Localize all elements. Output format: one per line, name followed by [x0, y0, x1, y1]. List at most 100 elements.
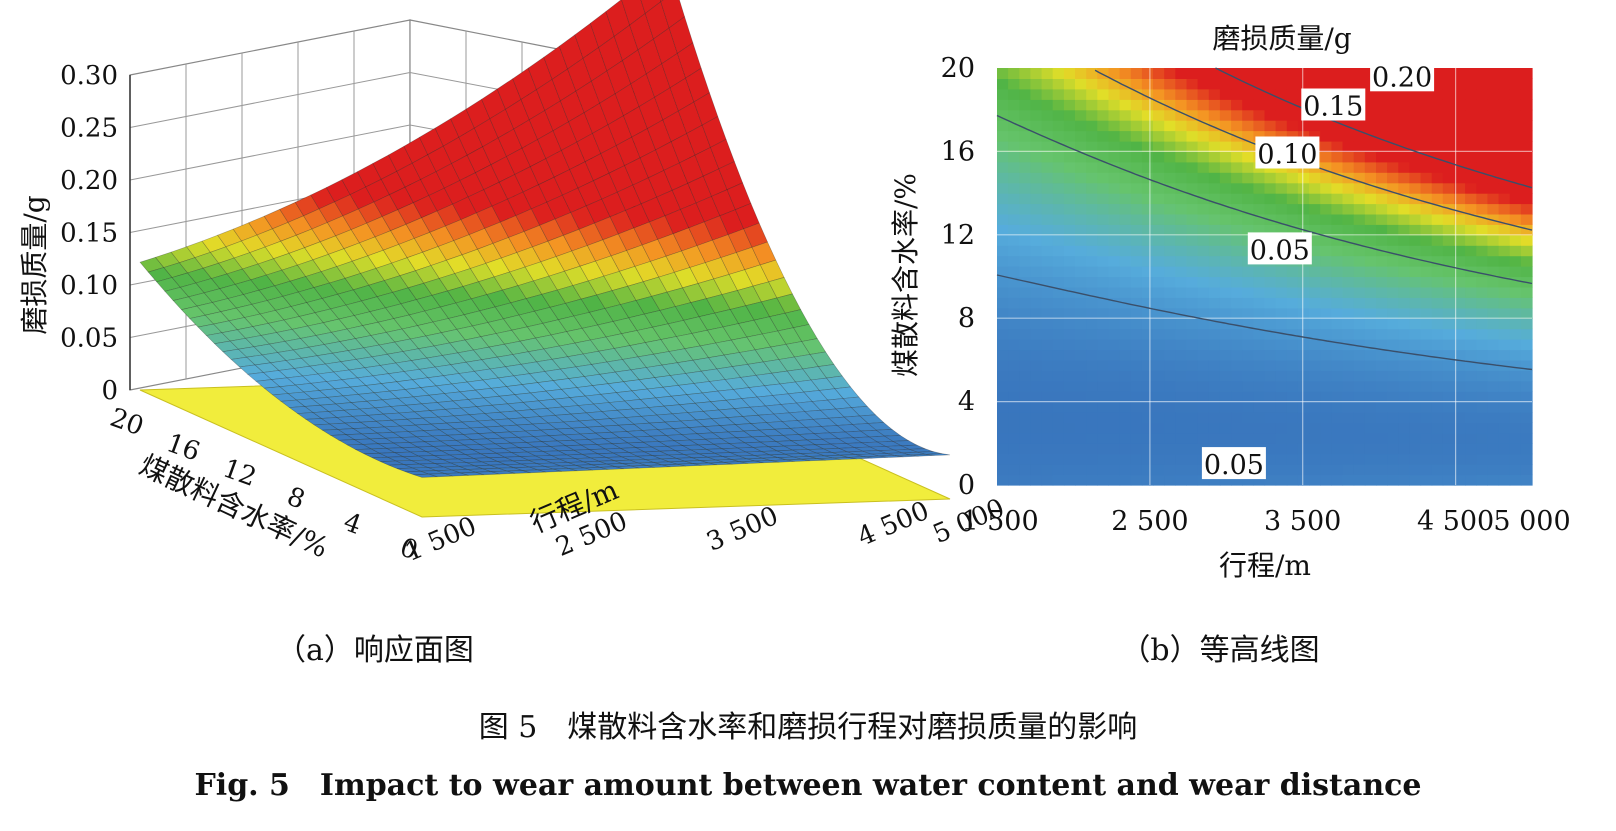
heatmap-cell	[1086, 276, 1098, 288]
heatmap-cell	[1019, 339, 1031, 351]
heatmap-cell	[1008, 474, 1020, 486]
heatmap-cell	[1063, 474, 1076, 486]
heatmap-cell	[1164, 130, 1176, 142]
heatmap-cell	[1297, 370, 1310, 382]
heatmap-cell	[1186, 224, 1199, 236]
heatmap-cell	[1097, 120, 1109, 132]
heatmap-cell	[1175, 391, 1187, 403]
heatmap-cell	[1153, 349, 1165, 361]
heatmap-cell	[1242, 203, 1254, 215]
heatmap-cell	[1342, 193, 1355, 205]
heatmap-grid	[997, 68, 1532, 485]
heatmap-cell	[1097, 370, 1109, 382]
heatmap-cell	[1342, 266, 1355, 278]
heatmap-cell	[1153, 339, 1165, 351]
contour-label-box	[1201, 447, 1266, 480]
heatmap-cell	[1442, 255, 1455, 267]
heatmap-cell	[1253, 172, 1266, 184]
heatmap-cell	[1454, 328, 1466, 340]
heatmap-cell	[1465, 234, 1477, 246]
heatmap-cell	[1052, 109, 1065, 121]
heatmap-cell	[1097, 182, 1109, 194]
heatmap-cell	[1509, 88, 1522, 100]
heatmap-cell	[1264, 412, 1277, 423]
heatmap-cell	[1364, 224, 1377, 236]
heatmap-cell	[1253, 109, 1266, 121]
heatmap-cell	[1086, 141, 1098, 152]
heatmap-cell	[1331, 172, 1344, 184]
heatmap-cell	[1075, 68, 1087, 79]
heatmap-cell	[1309, 245, 1321, 257]
heatmap-cell	[1309, 297, 1321, 309]
heatmap-cell	[1353, 370, 1366, 382]
heatmap-cell	[1476, 401, 1488, 413]
heatmap-cell	[1242, 120, 1254, 132]
heatmap-cell	[1019, 130, 1031, 142]
heatmap-cell	[1420, 182, 1433, 194]
heatmap-cell	[1498, 412, 1511, 423]
heatmap-cell	[1075, 286, 1087, 298]
heatmap-cell	[1297, 266, 1310, 278]
heatmap-cell	[1130, 432, 1143, 444]
heatmap-cell	[1019, 213, 1031, 225]
heatmap-cell	[1398, 99, 1410, 111]
heatmap-cell	[1431, 401, 1444, 413]
heatmap-cell	[1364, 161, 1377, 173]
heatmap-cell	[1231, 245, 1243, 257]
heatmap-cell	[1398, 151, 1410, 163]
heatmap-cell	[1119, 412, 1132, 423]
heatmap-cell	[1008, 453, 1020, 465]
heatmap-cell	[1108, 224, 1121, 236]
heatmap-cell	[1309, 307, 1321, 319]
heatmap-cell	[1164, 255, 1176, 267]
heatmap-cell	[1498, 380, 1511, 392]
heatmap-cell	[1253, 349, 1266, 361]
heatmap-cell	[1353, 182, 1366, 194]
heatmap-cell	[1231, 203, 1243, 215]
heatmap-cell	[1442, 151, 1455, 163]
heatmap-cell	[1153, 307, 1165, 319]
heatmap-cell	[1130, 130, 1143, 142]
heatmap-cell	[1286, 266, 1299, 278]
heatmap-cell	[1086, 193, 1098, 205]
heatmap-cell	[1208, 182, 1221, 194]
heatmap-cell	[1520, 370, 1533, 382]
heatmap-cell	[1520, 161, 1533, 173]
heatmap-cell	[1164, 307, 1176, 319]
heatmap-cell	[1075, 297, 1087, 309]
heatmap-cell	[1208, 380, 1221, 392]
heatmap-cell	[1454, 359, 1466, 371]
heatmap-cell	[997, 182, 1009, 194]
heatmap-cell	[1086, 130, 1098, 142]
heatmap-cell	[1141, 276, 1154, 288]
heatmap-cell	[1130, 412, 1143, 423]
heatmap-cell	[1309, 422, 1321, 434]
heatmap-cell	[1286, 224, 1299, 236]
heatmap-cell	[997, 234, 1009, 246]
heatmap-cell	[1498, 234, 1511, 246]
heatmap-cell	[1442, 432, 1455, 444]
heatmap-cell	[1364, 255, 1377, 267]
heatmap-cell	[1242, 68, 1254, 79]
heatmap-cell	[1030, 464, 1043, 476]
heatmap-cell	[1364, 412, 1377, 423]
heatmap-cell	[1175, 307, 1187, 319]
heatmap-cell	[1342, 401, 1355, 413]
heatmap-cell	[1164, 349, 1176, 361]
heatmap-cell	[1353, 245, 1366, 257]
heatmap-cell	[1331, 224, 1344, 236]
heatmap-cell	[1509, 453, 1522, 465]
heatmap-cell	[1130, 359, 1143, 371]
heatmap-cell	[1487, 453, 1500, 465]
heatmap-cell	[1075, 172, 1087, 184]
heatmap-cell	[1208, 255, 1221, 267]
heatmap-cell	[1130, 266, 1143, 278]
heatmap-cell	[1063, 432, 1076, 444]
heatmap-cell	[1253, 370, 1266, 382]
heatmap-cell	[1208, 68, 1221, 79]
heatmap-cell	[1520, 130, 1533, 142]
heatmap-cell	[1153, 245, 1165, 257]
heatmap-cell	[1008, 328, 1020, 340]
heatmap-cell	[1097, 234, 1109, 246]
heatmap-cell	[1509, 276, 1522, 288]
